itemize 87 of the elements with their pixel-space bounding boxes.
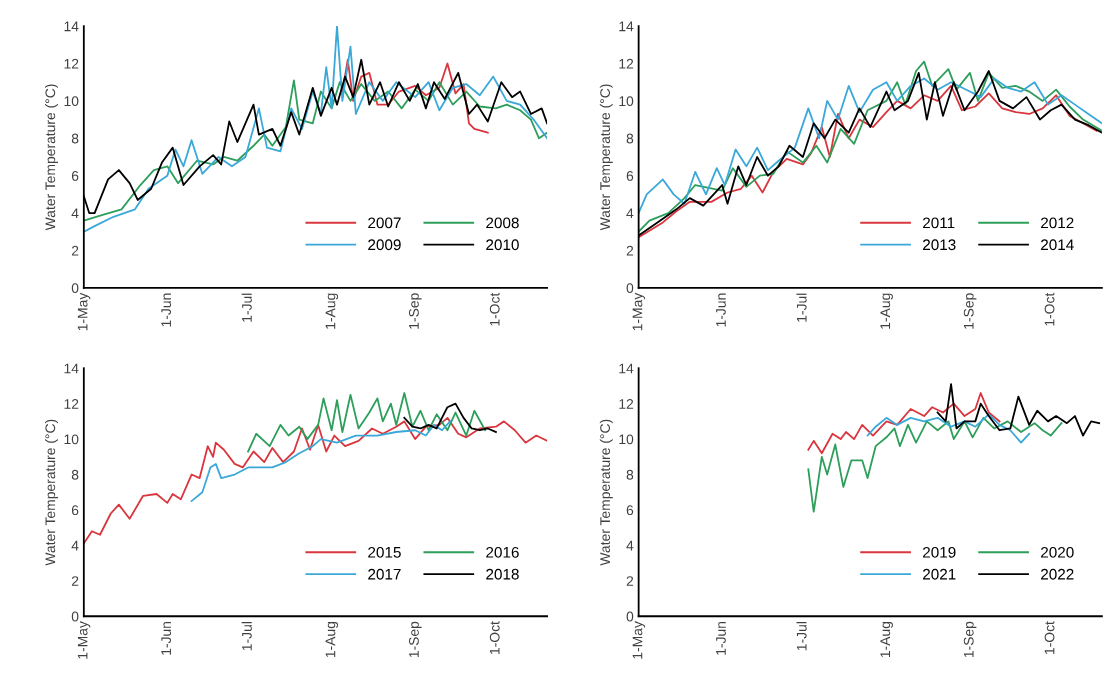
y-tick-label: 10 [64, 434, 79, 445]
y-tick-label: 4 [626, 540, 634, 551]
y-tick-label: 0 [626, 283, 634, 294]
y-tick-label: 6 [626, 171, 634, 181]
y-tick-label: 4 [626, 208, 634, 219]
line-series [341, 58, 489, 134]
y-tick-label: 8 [71, 469, 79, 480]
legend-label: 2018 [486, 568, 519, 580]
y-tick-label: 2 [626, 576, 634, 586]
line-series [807, 416, 1063, 513]
y-tick-label: 14 [619, 21, 634, 32]
x-tick-label: 1-Jul [241, 622, 252, 651]
legend-label: 2022 [1041, 568, 1074, 580]
y-tick-label: 12 [619, 399, 634, 409]
legend-label: 2020 [1041, 546, 1074, 558]
y-tick-label: 4 [71, 208, 79, 219]
x-tick-label: 1-Jun [161, 622, 172, 655]
y-axis-title: Water Temperature (°C) [599, 419, 613, 566]
y-tick-label: 6 [626, 505, 634, 516]
line-series [403, 402, 497, 433]
legend-label: 2015 [368, 546, 401, 558]
line-series [190, 420, 452, 502]
y-tick-label: 10 [619, 434, 634, 445]
legend-label: 2010 [486, 239, 519, 251]
x-tick-label: 1-Sep [963, 621, 977, 658]
x-tick-label: 1-Jul [241, 293, 252, 322]
legend-label: 2021 [923, 568, 956, 580]
y-tick-label: 6 [71, 505, 79, 516]
y-axis-title: Water Temperature (°C) [45, 419, 58, 566]
x-tick-label: 1-Oct [489, 621, 500, 654]
y-tick-label: 12 [64, 58, 79, 69]
line-series [866, 413, 1031, 444]
x-tick-label: 1-May [632, 292, 646, 331]
y-axis-title: Water Temperature (°C) [599, 84, 613, 231]
legend-label: 2008 [486, 217, 519, 229]
legend-label: 2017 [368, 568, 401, 580]
line-series [638, 77, 1102, 214]
x-tick-label: 1-Jul [796, 293, 807, 322]
legend-label: 2012 [1041, 217, 1074, 229]
x-tick-label: 1-May [632, 621, 646, 659]
y-tick-label: 6 [71, 171, 79, 181]
legend-label: 2011 [923, 217, 955, 229]
x-tick-label: 1-Aug [880, 621, 893, 658]
legend-label: 2014 [1041, 239, 1074, 251]
y-tick-label: 10 [64, 96, 79, 107]
x-tick-label: 1-Sep [963, 293, 977, 329]
y-tick-label: 0 [71, 283, 79, 294]
x-tick-label: 1-May [77, 292, 91, 331]
y-tick-label: 8 [71, 133, 79, 144]
y-tick-label: 14 [64, 21, 79, 32]
x-tick-label: 1-Aug [325, 293, 339, 329]
y-axis-title: Water Temperature (°C) [45, 84, 58, 231]
legend-label: 2009 [368, 239, 401, 251]
line-series [83, 416, 548, 545]
y-tick-label: 12 [619, 58, 634, 69]
y-tick-label: 0 [71, 611, 79, 622]
line-series [247, 392, 487, 453]
y-tick-label: 8 [626, 469, 634, 480]
x-tick-label: 1-Oct [489, 292, 500, 326]
y-tick-label: 0 [626, 611, 634, 622]
y-tick-label: 2 [71, 245, 79, 256]
x-tick-label: 1-Jun [716, 293, 726, 327]
y-tick-label: 4 [71, 540, 79, 551]
x-tick-label: 1-Sep [409, 621, 422, 658]
x-tick-label: 1-Aug [880, 293, 893, 329]
legend-label: 2007 [368, 217, 401, 229]
x-tick-label: 1-Aug [325, 621, 339, 658]
line-series [936, 383, 1101, 437]
x-tick-label: 1-Sep [409, 293, 422, 329]
y-tick-label: 2 [71, 576, 79, 586]
legend-label: 2013 [923, 239, 956, 251]
x-tick-label: 1-May [77, 621, 91, 659]
line-series [83, 26, 548, 233]
x-tick-label: 1-Jul [796, 622, 807, 651]
y-tick-label: 2 [626, 245, 634, 256]
x-tick-label: 1-Jun [716, 622, 726, 655]
x-tick-label: 1-Jun [161, 293, 172, 327]
y-tick-label: 8 [626, 133, 634, 144]
legend-label: 2016 [486, 546, 519, 558]
x-tick-label: 1-Oct [1044, 621, 1055, 654]
x-tick-label: 1-Oct [1044, 292, 1055, 326]
line-series [807, 392, 1001, 455]
legend-label: 2019 [923, 546, 956, 558]
y-tick-label: 10 [619, 96, 634, 107]
y-tick-label: 14 [64, 363, 79, 374]
y-tick-label: 14 [619, 363, 634, 374]
y-tick-label: 12 [64, 399, 79, 409]
